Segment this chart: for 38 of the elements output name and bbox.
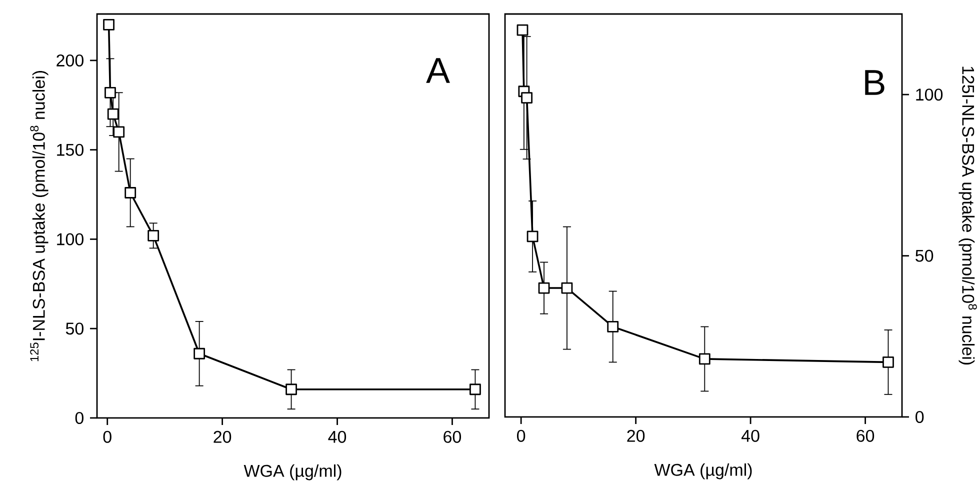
point xyxy=(521,92,533,104)
x-tick-label: 60 xyxy=(444,430,462,443)
point xyxy=(698,353,710,365)
x-axis-title: WGA (µg/ml) xyxy=(244,464,342,480)
annotation: B xyxy=(865,70,884,95)
y-tick-label: 100 xyxy=(57,233,84,246)
y-axis-title: $^{125}$I-NLS-BSA uptake (pmol/10$^{8}$ nuclei) xyxy=(30,71,48,362)
point xyxy=(538,282,550,294)
point xyxy=(148,230,160,242)
y-tick-label: 200 xyxy=(56,54,84,66)
point xyxy=(470,384,481,396)
point xyxy=(607,321,619,332)
y2-tick-label: 50 xyxy=(916,250,934,262)
x-tick-label: 60 xyxy=(856,430,874,442)
point xyxy=(516,24,528,36)
y-tick-label: 150 xyxy=(57,144,84,156)
x-axis-title: WGA (µg/ml) xyxy=(654,463,752,480)
y-tick-label: 50 xyxy=(66,322,84,335)
annotation: A xyxy=(426,58,450,83)
point xyxy=(113,126,125,138)
point xyxy=(103,19,114,30)
point xyxy=(286,384,297,396)
point xyxy=(526,230,538,242)
point xyxy=(561,282,573,294)
y2-tick-label: 0 xyxy=(916,410,924,424)
x-tick-label: 40 xyxy=(328,430,346,443)
x-tick-label: 0 xyxy=(103,430,112,443)
y2-axis-title: 125I-NLS-BSA uptake (pmol/10$^{8}$ nuclei) xyxy=(958,66,977,364)
point xyxy=(882,356,894,368)
x-tick-label: 40 xyxy=(741,430,760,442)
x-tick-label: 20 xyxy=(627,430,645,442)
point xyxy=(124,187,136,198)
point xyxy=(107,108,119,120)
y-tick-label: 0 xyxy=(75,412,84,424)
x-tick-label: 0 xyxy=(517,430,526,442)
x-tick-label: 20 xyxy=(214,430,232,443)
point xyxy=(194,348,206,360)
y2-tick-label: 100 xyxy=(916,88,943,101)
